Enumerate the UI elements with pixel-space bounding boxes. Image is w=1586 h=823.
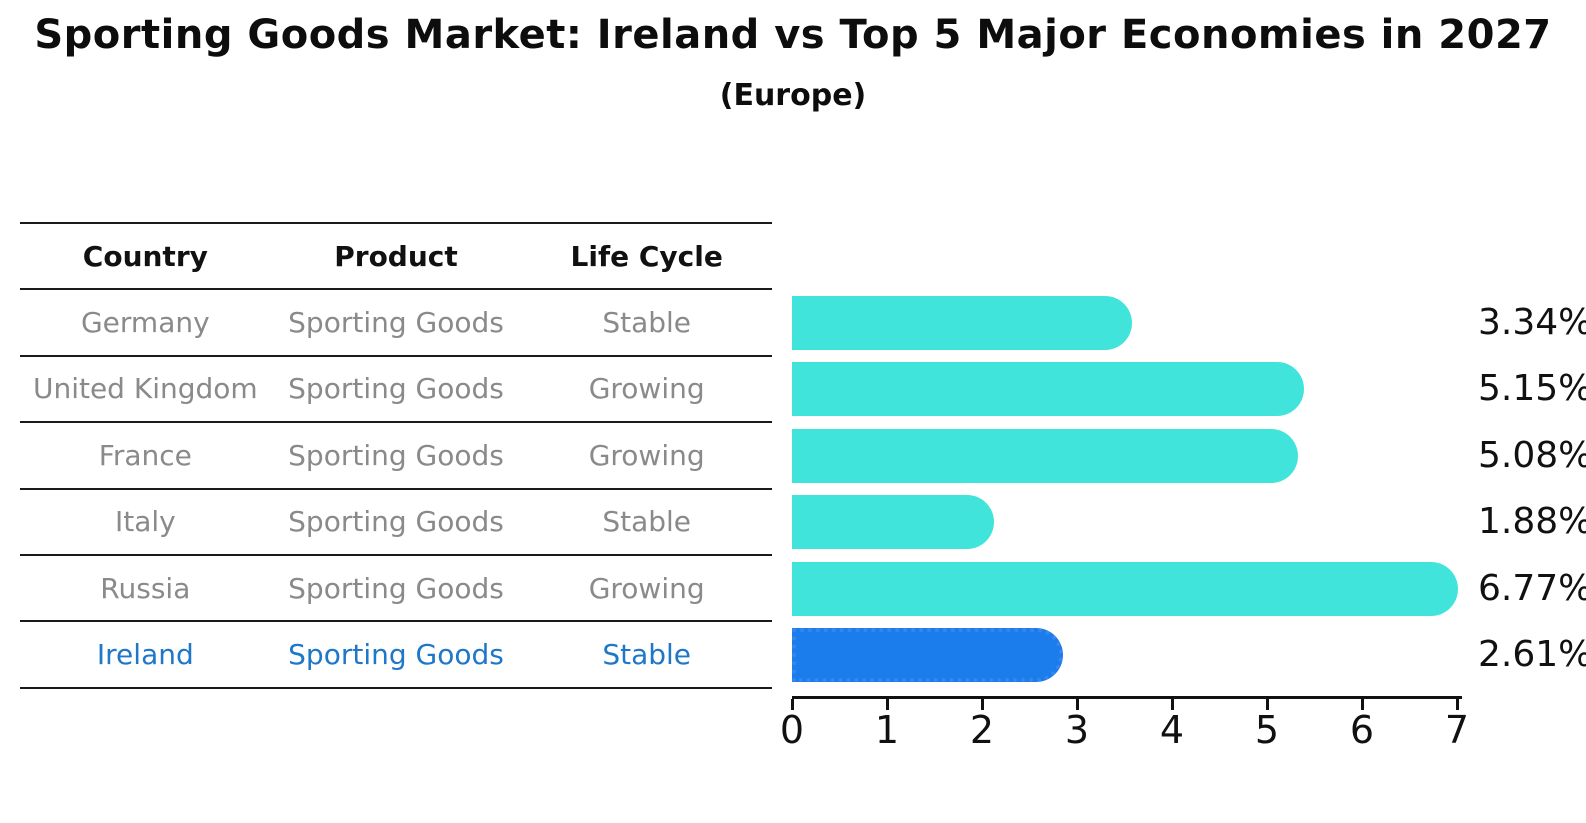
value-label-ireland: 2.61% (1478, 633, 1586, 675)
column-header-country: Country (82, 239, 208, 273)
x-axis-line (792, 696, 1462, 699)
bar-row (792, 356, 1472, 422)
cell-product: Sporting Goods (288, 438, 504, 472)
bar-row (792, 556, 1472, 622)
table-row-france: France Sporting Goods Growing (20, 423, 772, 490)
column-header-product: Product (334, 239, 458, 273)
chart-title: Sporting Goods Market: Ireland vs Top 5 … (34, 12, 1552, 58)
cell-life-cycle: Stable (602, 638, 692, 672)
bar-row (792, 423, 1472, 489)
x-axis-tick-label: 6 (1349, 708, 1375, 752)
table-row-italy: Italy Sporting Goods Stable (20, 490, 772, 556)
x-axis-tick (791, 699, 794, 710)
cell-life-cycle: Stable (602, 306, 692, 340)
bar-plot-area (792, 290, 1472, 688)
bar-row (792, 290, 1472, 356)
cell-country: Russia (100, 571, 191, 605)
value-label-germany: 3.34% (1478, 302, 1586, 343)
table-row-germany: Germany Sporting Goods Stable (20, 290, 772, 357)
x-axis-tick-label: 5 (1254, 708, 1280, 752)
x-axis-tick (1076, 699, 1079, 710)
x-axis-tick-label: 1 (874, 708, 900, 752)
chart-subtitle: (Europe) (719, 78, 867, 113)
x-axis-tick-label: 4 (1159, 708, 1185, 752)
cell-product: Sporting Goods (288, 306, 504, 340)
bar-row (792, 489, 1472, 555)
cell-country: France (98, 438, 192, 472)
bar-russia (792, 561, 1459, 616)
bar-united-kingdom (792, 362, 1305, 417)
cell-product: Sporting Goods (288, 571, 504, 605)
x-axis-tick-label: 3 (1064, 708, 1090, 752)
cell-country: Italy (114, 505, 176, 539)
cell-country: Ireland (96, 638, 194, 672)
x-axis-tick-label: 7 (1444, 708, 1470, 752)
x-axis-tick (981, 699, 984, 710)
country-table: Country Product Life Cycle Germany Sport… (20, 222, 772, 689)
cell-product: Sporting Goods (288, 372, 504, 406)
value-label-italy: 1.88% (1478, 501, 1586, 543)
bar-italy (792, 495, 994, 550)
cell-country: United Kingdom (32, 372, 258, 406)
x-axis-tick (1171, 699, 1174, 710)
value-label-united-kingdom: 5.15% (1478, 368, 1586, 410)
x-axis-tick-label: 2 (969, 708, 995, 752)
x-axis-tick (1456, 699, 1459, 710)
value-label-russia: 6.77% (1478, 567, 1586, 609)
column-header-life-cycle: Life Cycle (570, 239, 723, 273)
cell-life-cycle: Growing (588, 571, 705, 605)
bar-germany (792, 296, 1133, 350)
x-axis-tick-label: 0 (779, 708, 805, 752)
table-row-russia: Russia Sporting Goods Growing (20, 556, 772, 623)
bar-ireland (792, 627, 1063, 682)
table-header-row: Country Product Life Cycle (20, 224, 772, 291)
x-axis-tick (1266, 699, 1269, 710)
bar-row (792, 622, 1472, 688)
cell-product: Sporting Goods (288, 638, 504, 672)
cell-life-cycle: Growing (588, 372, 705, 406)
x-axis-tick (886, 699, 889, 710)
cell-life-cycle: Stable (602, 505, 692, 539)
bar-france (792, 428, 1298, 483)
cell-product: Sporting Goods (288, 505, 504, 539)
x-axis-tick (1361, 699, 1364, 710)
value-label-france: 5.08% (1478, 434, 1586, 476)
table-row-united-kingdom: United Kingdom Sporting Goods Growing (20, 357, 772, 424)
table-row-ireland: Ireland Sporting Goods Stable (20, 622, 772, 689)
cell-life-cycle: Growing (588, 438, 705, 472)
value-labels: 3.34% 5.15% 5.08% 1.88% 6.77% 2.61% (1478, 290, 1586, 688)
cell-country: Germany (80, 306, 210, 340)
